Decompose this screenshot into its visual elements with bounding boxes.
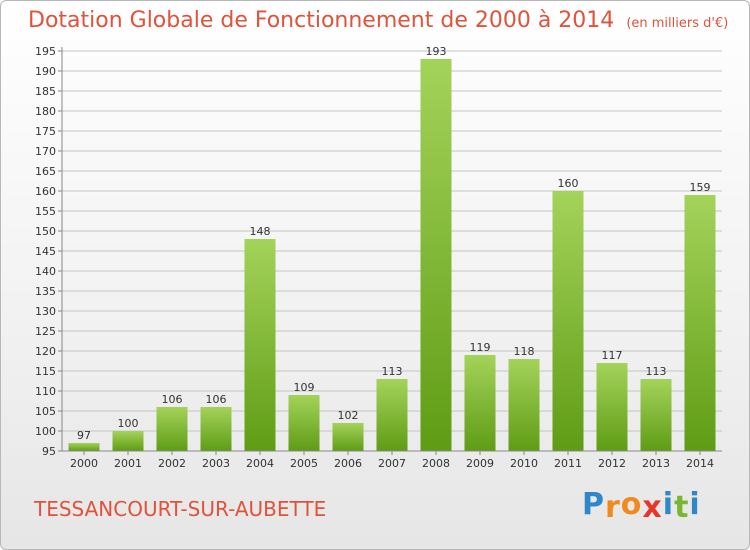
data-label-2001: 100 <box>118 417 139 430</box>
y-tick-label: 195 <box>35 45 56 58</box>
x-tick-label: 2005 <box>290 457 318 470</box>
chart-title: Dotation Globale de Fonctionnement de 20… <box>28 8 728 33</box>
y-tick-label: 145 <box>35 245 56 258</box>
bar-2006 <box>332 423 364 451</box>
y-tick-label: 95 <box>42 445 56 458</box>
x-tick-label: 2000 <box>70 457 98 470</box>
y-tick-label: 125 <box>35 325 56 338</box>
data-label-2011: 160 <box>558 177 579 190</box>
logo-letter: x <box>642 490 663 525</box>
x-tick-label: 2001 <box>114 457 142 470</box>
data-label-2000: 97 <box>77 429 91 442</box>
x-tick-label: 2014 <box>686 457 714 470</box>
y-tick-label: 150 <box>35 225 56 238</box>
bar-2007 <box>376 379 408 451</box>
x-tick-label: 2009 <box>466 457 494 470</box>
x-tick-label: 2011 <box>554 457 582 470</box>
x-tick-label: 2002 <box>158 457 186 470</box>
bars <box>68 59 716 451</box>
bar-2001 <box>112 431 144 451</box>
y-tick-label: 120 <box>35 345 56 358</box>
bar-2012 <box>596 363 628 451</box>
x-tick-label: 2004 <box>246 457 274 470</box>
y-tick-label: 115 <box>35 365 56 378</box>
bar-2004 <box>244 239 276 451</box>
axes <box>61 47 722 452</box>
commune-name: TESSANCOURT-SUR-AUBETTE <box>34 497 327 521</box>
y-tick-label: 130 <box>35 305 56 318</box>
x-tick-label: 2010 <box>510 457 538 470</box>
bar-2009 <box>464 355 496 451</box>
y-tick-label: 140 <box>35 265 56 278</box>
data-label-2003: 106 <box>206 393 227 406</box>
chart-title-text: Dotation Globale de Fonctionnement de 20… <box>28 8 615 33</box>
y-axis-ticks: 95 100 105 110 115 120 125 130 135 140 145 150 155 16… <box>35 45 62 458</box>
y-tick-label: 180 <box>35 105 56 118</box>
logo-letter: i <box>662 487 675 522</box>
bar-2014 <box>684 195 716 451</box>
logo-letter: P <box>582 487 605 522</box>
y-tick-label: 190 <box>35 65 56 78</box>
y-tick-label: 135 <box>35 285 56 298</box>
y-tick-label: 155 <box>35 205 56 218</box>
bar-2010 <box>508 359 540 451</box>
chart-unit: (en milliers d'€) <box>626 16 729 31</box>
bar-2013 <box>640 379 672 451</box>
logo-letter: i <box>689 487 701 522</box>
bar-2002 <box>156 407 188 451</box>
data-label-2013: 113 <box>646 365 667 378</box>
y-tick-label: 185 <box>35 85 56 98</box>
logo-letter: r <box>605 490 621 525</box>
y-tick-label: 175 <box>35 125 56 138</box>
y-tick-label: 100 <box>35 425 56 438</box>
bar-2011 <box>552 191 584 451</box>
data-label-2008: 193 <box>426 45 447 58</box>
data-label-2010: 118 <box>514 345 535 358</box>
y-tick-label: 160 <box>35 185 56 198</box>
x-tick-label: 2006 <box>334 457 362 470</box>
bar-2008 <box>420 59 452 451</box>
y-tick-label: 105 <box>35 405 56 418</box>
data-labels: 97 100 106 106 148 109 102 113 193 119 118 160 117 11… <box>77 45 711 442</box>
data-label-2006: 102 <box>338 409 359 422</box>
x-tick-label: 2012 <box>598 457 626 470</box>
data-label-2002: 106 <box>162 393 183 406</box>
x-tick-label: 2008 <box>422 457 450 470</box>
y-tick-label: 165 <box>35 165 56 178</box>
data-label-2007: 113 <box>382 365 403 378</box>
data-label-2004: 148 <box>250 225 271 238</box>
data-label-2014: 159 <box>690 181 711 194</box>
data-label-2005: 109 <box>294 381 315 394</box>
bar-2000 <box>68 443 100 451</box>
x-tick-label: 2003 <box>202 457 230 470</box>
x-axis-ticks: 2000 2001 2002 2003 2004 2005 2006 2007 2008 2009… <box>70 451 714 470</box>
bar-2003 <box>200 407 232 451</box>
logo-letter: o <box>620 487 643 522</box>
data-label-2009: 119 <box>470 341 491 354</box>
x-tick-label: 2013 <box>642 457 670 470</box>
logo-letter: t <box>674 490 690 525</box>
x-tick-label: 2007 <box>378 457 406 470</box>
proxiti-logo: Proxiti <box>582 487 701 525</box>
y-tick-label: 110 <box>35 385 56 398</box>
bar-2005 <box>288 395 320 451</box>
data-label-2012: 117 <box>602 349 623 362</box>
y-tick-label: 170 <box>35 145 56 158</box>
